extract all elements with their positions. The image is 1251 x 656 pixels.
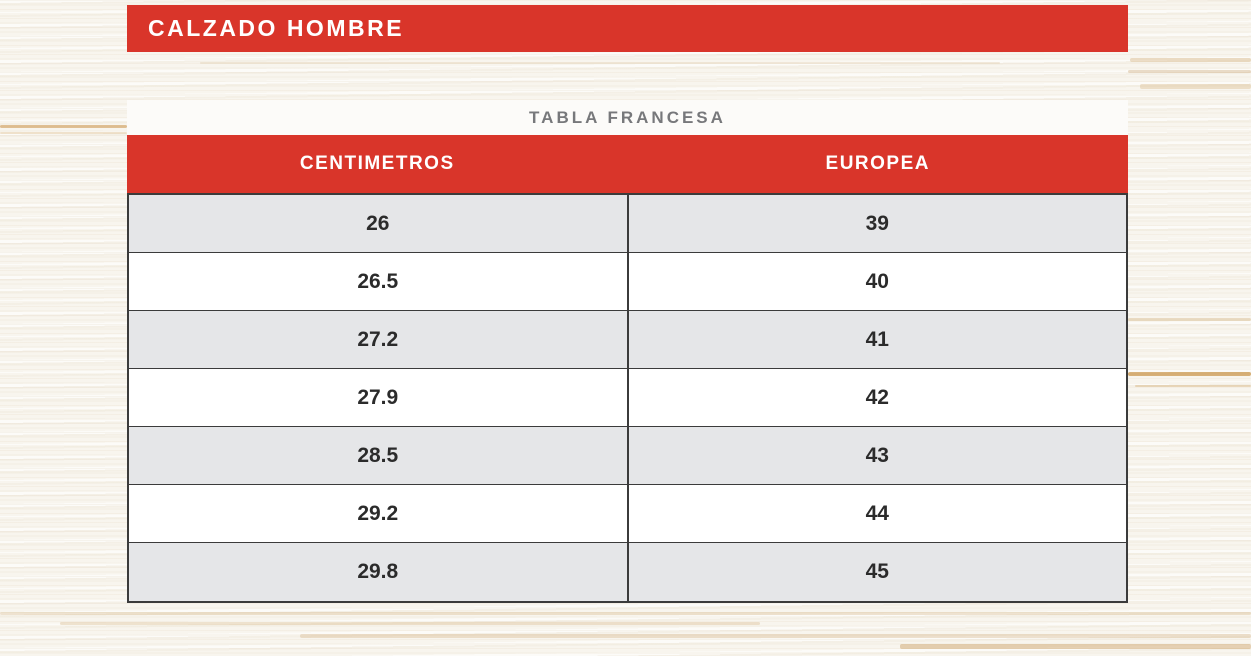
table-row: 27.2 41: [129, 311, 1126, 369]
wood-grain-streak: [200, 62, 1000, 64]
size-table-body: 26 39 26.5 40 27.2 41 27.9 42 28.5 43 29…: [127, 193, 1128, 603]
wood-grain-streak: [1128, 318, 1251, 321]
wood-grain-streak: [1128, 372, 1251, 376]
eu-cell: 44: [865, 501, 889, 525]
wood-grain-streak: [300, 634, 1251, 638]
wood-grain-streak: [1140, 84, 1251, 89]
eu-cell: 41: [865, 327, 889, 351]
wood-grain-streak: [1128, 70, 1251, 73]
table-title: TABLA FRANCESA: [529, 107, 726, 127]
wood-grain-streak: [1130, 58, 1251, 62]
eu-cell: 40: [865, 269, 889, 293]
cm-cell: 29.8: [129, 543, 629, 601]
size-chart-panel: TABLA FRANCESA CENTIMETROS EUROPEA 26 39…: [127, 100, 1128, 603]
table-row: 27.9 42: [129, 369, 1126, 427]
column-header-centimetros: CENTIMETROS: [299, 153, 455, 174]
cm-cell: 29.2: [129, 485, 629, 542]
cm-cell: 26: [129, 195, 629, 252]
wood-grain-streak: [900, 644, 1251, 649]
table-row: 28.5 43: [129, 427, 1126, 485]
eu-cell: 45: [865, 560, 889, 583]
wood-grain-streak: [0, 125, 127, 128]
table-row: 29.2 44: [129, 485, 1126, 543]
eu-cell: 43: [865, 443, 889, 467]
cm-cell: 27.2: [129, 311, 629, 368]
eu-cell: 39: [865, 211, 889, 235]
column-header-europea: EUROPEA: [825, 153, 930, 174]
cm-cell: 26.5: [129, 253, 629, 310]
wood-grain-streak: [1135, 385, 1251, 387]
table-header-row: CENTIMETROS EUROPEA: [127, 135, 1128, 193]
page-title-banner: CALZADO HOMBRE: [127, 5, 1128, 52]
table-row: 26.5 40: [129, 253, 1126, 311]
table-row: 26 39: [129, 195, 1126, 253]
eu-cell: 42: [865, 385, 889, 409]
table-row: 29.8 45: [129, 543, 1126, 601]
cm-cell: 27.9: [129, 369, 629, 426]
wood-grain-streak: [0, 132, 127, 134]
page-title: CALZADO HOMBRE: [148, 15, 405, 41]
wood-grain-streak: [60, 622, 760, 625]
cm-cell: 28.5: [129, 427, 629, 484]
table-subtitle-bar: TABLA FRANCESA: [127, 100, 1128, 135]
wood-grain-streak: [0, 612, 1251, 615]
